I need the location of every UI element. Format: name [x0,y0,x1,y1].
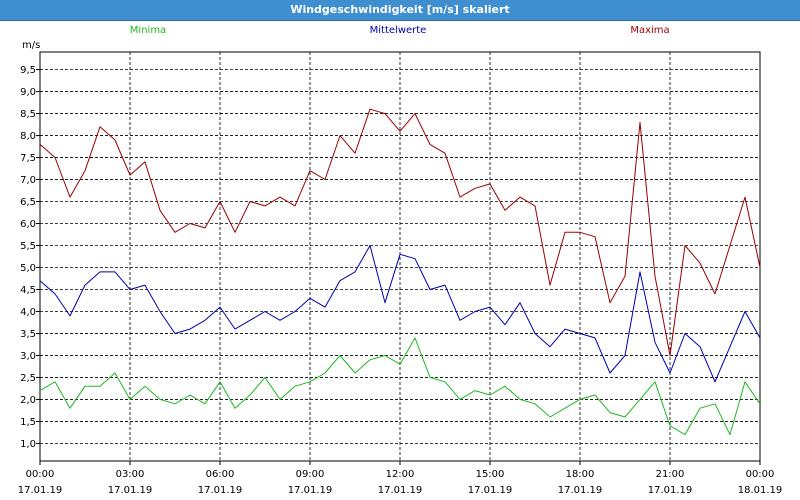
x-tick-date: 17.01.19 [648,485,693,496]
axes [36,51,761,465]
x-tick-date: 17.01.19 [18,485,63,496]
y-tick-label: 5,0 [20,263,36,274]
x-tick-date: 17.01.19 [288,485,333,496]
y-tick-label: 1,0 [20,439,36,450]
x-tick-time: 00:00 [26,469,55,480]
y-tick-label: 8,5 [20,109,36,120]
y-tick-label: 9,0 [20,87,36,98]
x-tick-time: 18:00 [566,469,595,480]
x-tick-date: 17.01.19 [108,485,153,496]
x-tick-time: 15:00 [476,469,505,480]
chart-title: Windgeschwindigkeit [m/s] skaliert [290,3,510,16]
series-line-mittelwerte [39,245,761,383]
y-tick-label: 7,0 [20,175,36,186]
series-lines [39,108,761,436]
y-axis-label: m/s [22,40,40,51]
y-tick-label: 1,5 [20,417,36,428]
y-tick-label: 8,0 [20,131,36,142]
grid [40,52,760,461]
x-tick-time: 00:00 [746,469,775,480]
y-tick-label: 7,5 [20,153,36,164]
wind-speed-chart: 1,0 1,5 2,0 2,5 3,0 3,5 4,0 4,5 5,0 5,5 6,0 6,5 7,0 7… [18,25,783,496]
legend: Minima Mittelwerte Maxima [130,25,670,36]
x-tick-date: 17.01.19 [378,485,423,496]
y-tick-label: 3,0 [20,351,36,362]
series-line-minima [39,337,761,436]
x-tick-date: 18.01.19 [738,485,783,496]
y-tick-label: 4,0 [20,307,36,318]
x-tick-time: 06:00 [206,469,235,480]
y-tick-label: 3,5 [20,329,36,340]
y-tick-label: 2,5 [20,373,36,384]
y-tick-label: 9,5 [20,65,36,76]
y-tick-label: 5,5 [20,241,36,252]
legend-item-mittelwerte: Mittelwerte [370,25,427,36]
y-tick-label: 6,5 [20,197,36,208]
x-tick-date: 17.01.19 [558,485,603,496]
x-tick-time: 21:00 [656,469,685,480]
chart-title-bar: Windgeschwindigkeit [m/s] skaliert [0,0,800,21]
y-tick-label: 4,5 [20,285,36,296]
y-tick-label: 2,0 [20,395,36,406]
legend-item-maxima: Maxima [630,25,669,36]
legend-item-minima: Minima [130,25,166,36]
y-tick-label: 6,0 [20,219,36,230]
series-line-maxima [39,108,761,356]
x-tick-date: 17.01.19 [468,485,513,496]
tick-labels: 1,0 1,5 2,0 2,5 3,0 3,5 4,0 4,5 5,0 5,5 6,0 6,5 7,0 7… [18,40,783,496]
x-tick-time: 03:00 [116,469,145,480]
x-tick-date: 17.01.19 [198,485,243,496]
x-tick-time: 09:00 [296,469,325,480]
x-tick-time: 12:00 [386,469,415,480]
